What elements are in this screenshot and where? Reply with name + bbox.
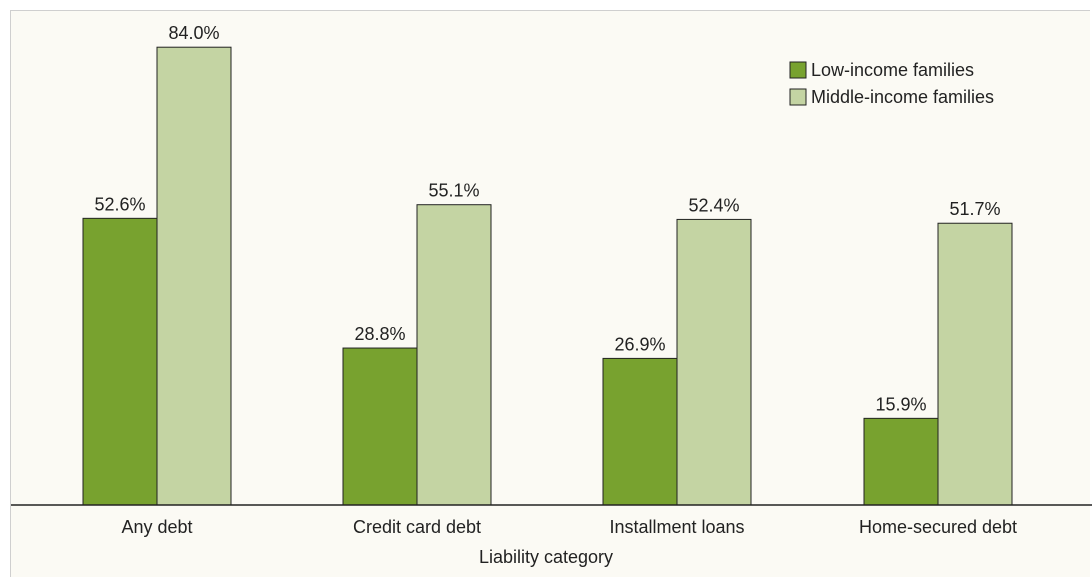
value-label-middle-0: 84.0% — [168, 23, 219, 43]
x-axis-title: Liability category — [479, 547, 613, 567]
category-label-3: Home-secured debt — [859, 517, 1017, 537]
legend-swatch-low — [789, 61, 807, 79]
value-label-low-3: 15.9% — [875, 394, 926, 414]
legend-label-low: Low-income families — [811, 60, 974, 80]
category-label-0: Any debt — [121, 517, 192, 537]
legend-swatch-middle — [789, 88, 807, 106]
legend: Low-income families Middle-income familie… — [789, 60, 994, 107]
bar-low-2 — [602, 357, 678, 506]
category-label-2: Installment loans — [609, 517, 744, 537]
bar-middle-1 — [416, 204, 492, 506]
bar-middle-2 — [676, 218, 752, 506]
bar-middle-0 — [156, 46, 232, 506]
category-label-1: Credit card debt — [353, 517, 481, 537]
value-label-middle-2: 52.4% — [688, 195, 739, 215]
bar-low-0 — [82, 217, 158, 506]
bars-layer — [82, 46, 1013, 506]
bar-middle-3 — [937, 222, 1013, 506]
value-labels-layer: 52.6% 84.0% 28.8% 55.1% 26.9% 52.4% 15.9% 51.7% — [94, 23, 1000, 414]
category-labels-layer: Any debt Credit card debt Installment loan… — [121, 517, 1017, 537]
bar-low-3 — [863, 417, 939, 506]
value-label-low-2: 26.9% — [614, 334, 665, 354]
value-label-middle-1: 55.1% — [428, 181, 479, 201]
value-label-low-0: 52.6% — [94, 194, 145, 214]
legend-label-middle: Middle-income families — [811, 87, 994, 107]
bar-low-1 — [342, 347, 418, 506]
value-label-middle-3: 51.7% — [949, 199, 1000, 219]
value-label-low-1: 28.8% — [354, 324, 405, 344]
